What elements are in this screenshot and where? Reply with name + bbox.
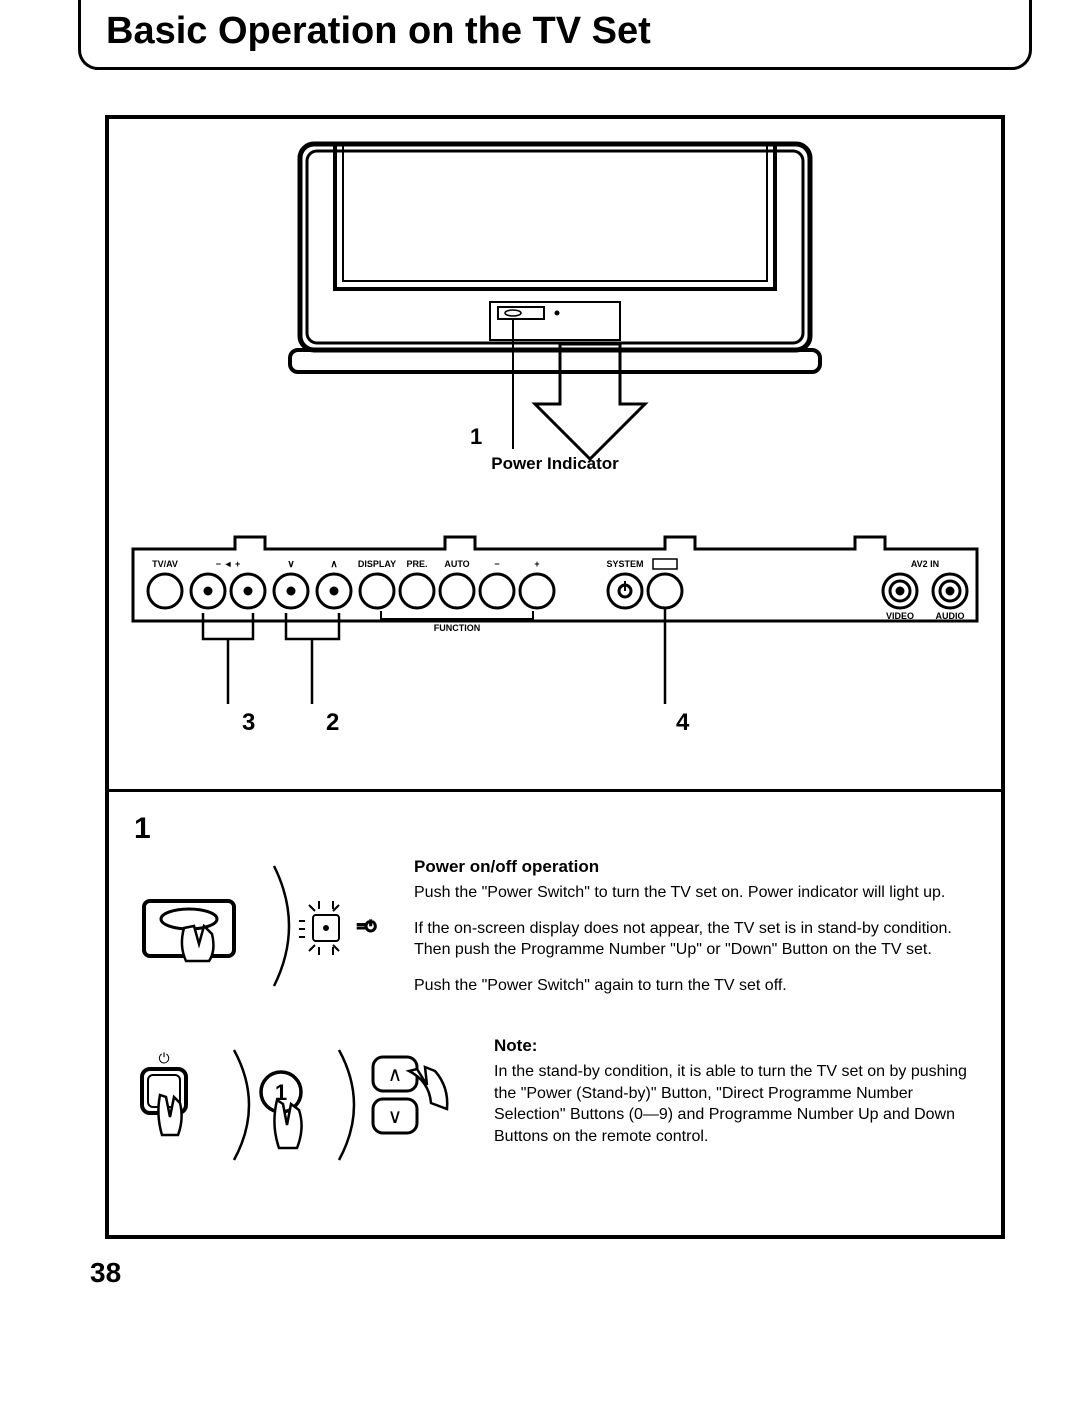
step-text-1: Power on/off operation Push the "Power S…	[414, 856, 986, 1010]
audio-label: AUDIO	[936, 611, 965, 621]
page-title: Basic Operation on the TV Set	[100, 10, 657, 53]
tv-diagram: 1 Power Indicator	[124, 139, 986, 519]
power-indicator-label: Power Indicator	[491, 454, 619, 474]
callout-number-4: 4	[676, 709, 689, 737]
btn-label-down: ∨	[287, 559, 294, 570]
section-divider	[109, 789, 1001, 792]
power-onoff-p2: If the on-screen display does not appear…	[414, 918, 986, 961]
av2-label: AV2 IN	[911, 559, 939, 569]
title-rule-left	[78, 0, 98, 70]
btn-label-plus: +	[534, 559, 539, 569]
svg-text:⏻: ⏻	[158, 1050, 169, 1066]
power-switch-icon: =⏻	[124, 856, 384, 1001]
svg-text:∧: ∧	[388, 1064, 403, 1086]
svg-text:=⏻: =⏻	[357, 918, 376, 934]
note-body: In the stand-by condition, it is able to…	[494, 1061, 986, 1147]
btn-label-display: DISPLAY	[358, 559, 396, 569]
callout-number-2: 2	[326, 709, 339, 737]
note-text: Note: In the stand-by condition, it is a…	[494, 1035, 986, 1147]
remote-icons: ⏻ 1 ∧	[124, 1035, 464, 1180]
video-label: VIDEO	[886, 611, 914, 621]
tv-svg	[215, 139, 895, 479]
power-onoff-heading: Power on/off operation	[414, 856, 986, 879]
svg-text:∨: ∨	[388, 1106, 403, 1128]
callout-number-1: 1	[470, 424, 482, 450]
btn-label-auto: AUTO	[444, 559, 469, 569]
title-rule-right	[1012, 0, 1032, 70]
btn-label-tvav: TV/AV	[152, 559, 178, 569]
btn-label-pre: PRE.	[406, 559, 427, 569]
step-number: 1	[134, 812, 986, 846]
function-label: FUNCTION	[434, 623, 481, 633]
title-underline	[95, 67, 1015, 70]
title-frame: Basic Operation on the TV Set	[90, 20, 1020, 100]
btn-label-minus: −	[494, 559, 499, 569]
power-onoff-p1: Push the "Power Switch" to turn the TV s…	[414, 882, 986, 904]
note-heading: Note:	[494, 1035, 986, 1058]
btn-label-system: SYSTEM	[606, 559, 643, 569]
btn-label-up: ∧	[330, 559, 337, 570]
callout-number-3: 3	[242, 709, 255, 737]
step-row-2: ⏻ 1 ∧	[124, 1035, 986, 1180]
content-frame: 1 Power Indicator	[105, 115, 1005, 1239]
step-row-1: =⏻ Power on/off operation Push the "Powe…	[124, 856, 986, 1010]
power-onoff-p3: Push the "Power Switch" again to turn th…	[414, 975, 986, 997]
control-panel-svg: TV/AV − ◄ + ∨ ∧ DISPLAY PRE. AUTO − + SY…	[125, 529, 985, 729]
page: Basic Operation on the TV Set	[0, 0, 1080, 1319]
control-panel-diagram: TV/AV − ◄ + ∨ ∧ DISPLAY PRE. AUTO − + SY…	[124, 529, 986, 779]
btn-label-vol: − ◄ +	[216, 559, 240, 569]
page-number: 38	[90, 1257, 1020, 1289]
